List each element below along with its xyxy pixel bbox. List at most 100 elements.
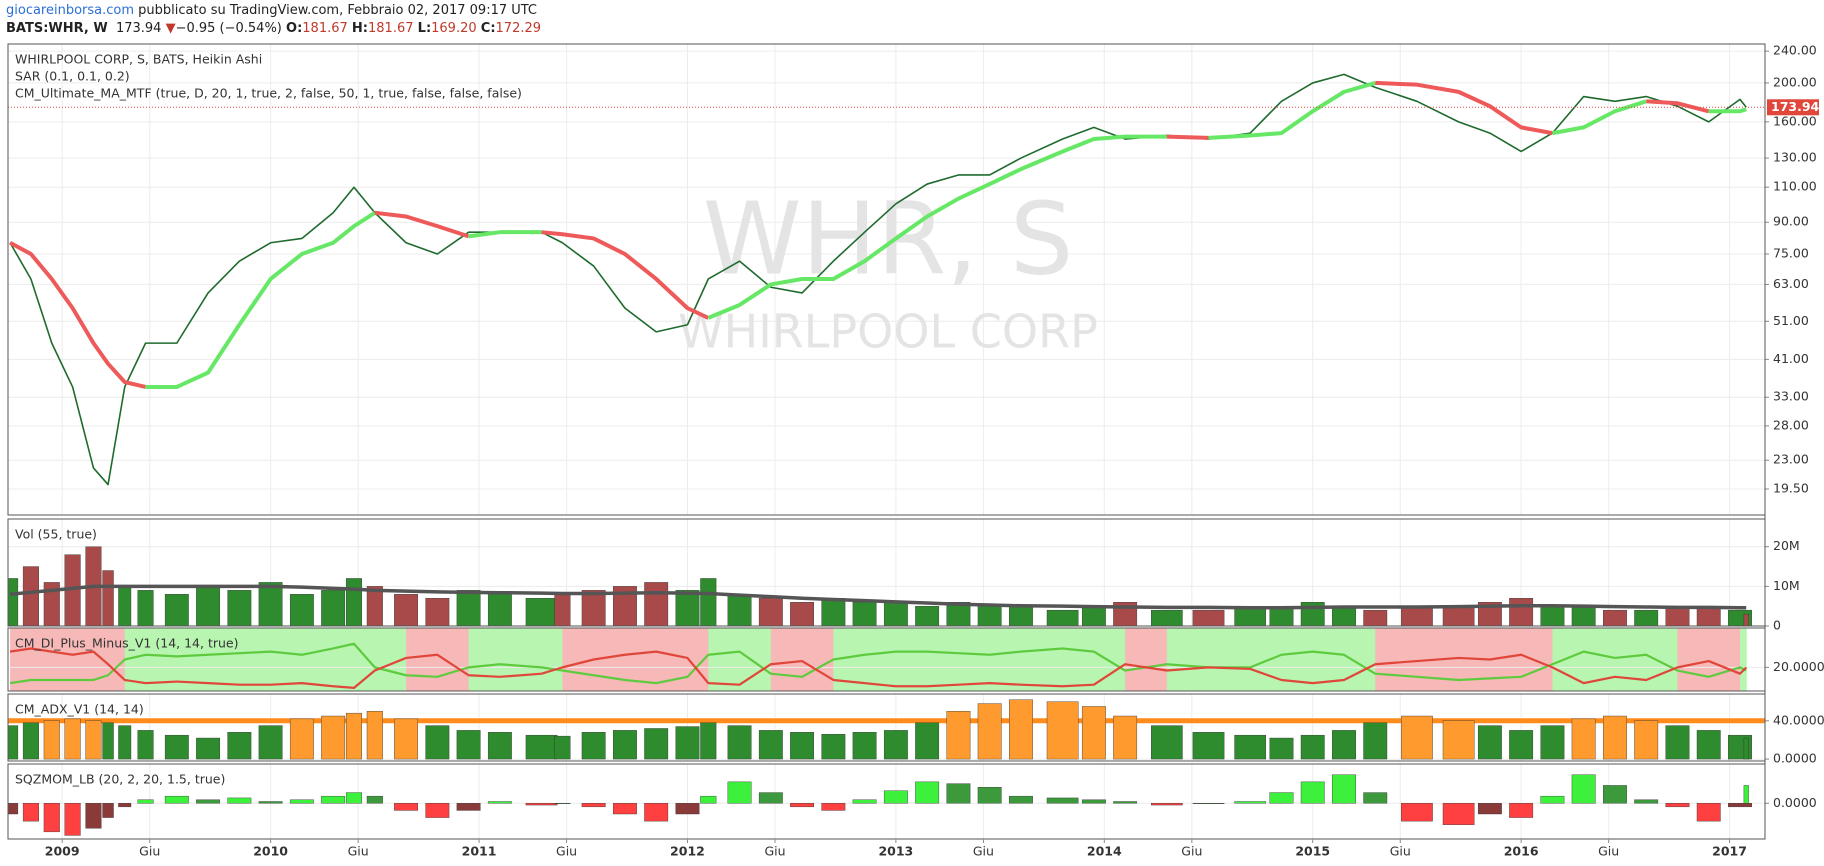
pane xyxy=(8,694,1765,761)
bar xyxy=(644,728,669,760)
pane xyxy=(8,628,1765,691)
watermark: WHR, S xyxy=(703,180,1074,297)
arrow: ▼ xyxy=(165,21,176,36)
bar xyxy=(1509,730,1534,760)
bar xyxy=(1009,699,1033,760)
bar xyxy=(1509,803,1534,818)
x-tick-label: Giu xyxy=(1181,844,1202,859)
x-tick-label: Giu xyxy=(1390,844,1411,859)
series-line xyxy=(9,241,147,389)
bar xyxy=(977,605,1002,626)
bar xyxy=(196,586,221,626)
series-line xyxy=(145,211,376,389)
bar xyxy=(118,586,132,626)
bar xyxy=(64,718,81,760)
trend-band xyxy=(895,628,928,691)
series-line xyxy=(9,73,1747,486)
bar xyxy=(1150,609,1183,626)
price: 173.94 xyxy=(115,21,162,36)
bar xyxy=(525,734,558,760)
bar xyxy=(1332,605,1356,626)
bar xyxy=(425,725,450,760)
bar xyxy=(43,803,60,833)
y-tick-label: 51.00 xyxy=(1773,313,1809,328)
series-line xyxy=(1166,134,1209,140)
bar xyxy=(8,803,19,815)
bar xyxy=(1192,803,1225,804)
high-label: H: xyxy=(351,21,369,36)
bar xyxy=(487,801,512,804)
bar xyxy=(1477,725,1502,760)
bar xyxy=(394,718,419,760)
trend-band xyxy=(499,628,543,691)
site[interactable]: giocareinborsa.com xyxy=(6,3,135,18)
bar xyxy=(1696,730,1721,760)
bar xyxy=(915,781,940,804)
pane-label: Vol (55, true) xyxy=(15,527,97,542)
bar xyxy=(1571,774,1596,804)
pane xyxy=(8,519,1765,626)
series-line xyxy=(707,134,1167,320)
bar xyxy=(727,781,752,804)
bar xyxy=(1634,609,1659,626)
trend-band xyxy=(1250,628,1282,691)
bar xyxy=(227,590,252,626)
bar xyxy=(345,792,362,804)
bar xyxy=(345,712,362,760)
open: 181.67 xyxy=(302,21,348,36)
series-line xyxy=(1708,107,1747,114)
bar xyxy=(1540,605,1565,626)
bar xyxy=(852,732,877,760)
series-line xyxy=(9,642,1747,685)
trend-band xyxy=(541,628,563,691)
bar xyxy=(821,803,846,811)
bar xyxy=(1150,725,1183,760)
bar xyxy=(915,605,940,626)
trend-band xyxy=(927,628,959,691)
bar xyxy=(581,732,606,760)
series-line xyxy=(374,210,470,239)
bar xyxy=(1728,803,1752,808)
bar xyxy=(946,711,971,760)
series-line xyxy=(468,230,542,239)
bar xyxy=(758,792,783,804)
bar xyxy=(554,803,571,804)
x-tick-label: Giu xyxy=(1598,844,1619,859)
header: giocareinborsa.com pubblicato su Trading… xyxy=(6,2,541,38)
bar xyxy=(102,722,114,760)
header-line: giocareinborsa.com pubblicato su Trading… xyxy=(6,2,541,20)
bar xyxy=(258,801,283,804)
trend-band xyxy=(301,628,334,691)
bar xyxy=(1477,803,1502,815)
trend-band xyxy=(10,628,32,691)
bar xyxy=(1603,609,1627,626)
bar xyxy=(196,737,221,760)
y-tick-label: 160.00 xyxy=(1773,113,1817,128)
bar xyxy=(227,732,252,760)
bar xyxy=(1046,701,1079,760)
watermark: WHIRLPOOL CORP xyxy=(678,305,1098,359)
last-price-box xyxy=(1767,99,1819,116)
bar xyxy=(1363,792,1388,804)
x-tick-label: 2014 xyxy=(1087,844,1122,859)
bar xyxy=(321,795,346,804)
bar xyxy=(613,803,637,815)
bar xyxy=(758,730,783,760)
trend-band xyxy=(1208,628,1251,691)
bar xyxy=(1081,605,1106,626)
trend-band xyxy=(770,628,803,691)
y-tick-label: 0 xyxy=(1773,618,1781,633)
bar xyxy=(1634,799,1659,804)
bar xyxy=(1442,803,1475,825)
last-price-label: 173.94 xyxy=(1771,99,1820,114)
series-line xyxy=(541,230,710,320)
bar xyxy=(102,570,114,626)
bar xyxy=(118,725,132,760)
pane: WHR, S WHIRLPOOL CORP xyxy=(8,44,1765,515)
bar xyxy=(1571,605,1596,626)
bar xyxy=(1300,734,1325,760)
trend-band xyxy=(958,628,991,691)
trend-band xyxy=(239,628,272,691)
bar xyxy=(644,582,669,626)
